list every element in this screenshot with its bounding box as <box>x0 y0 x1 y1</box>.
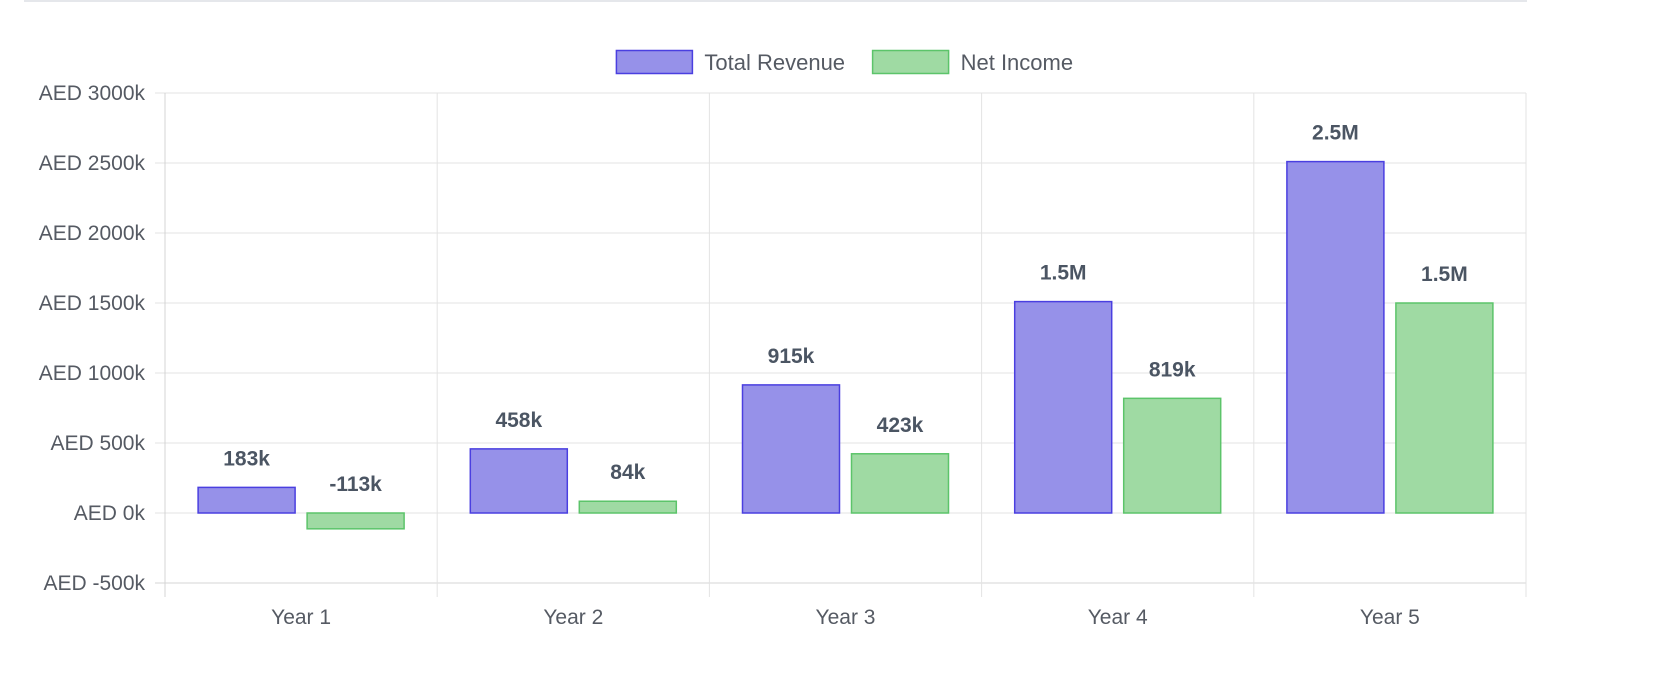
top-divider <box>24 0 1527 2</box>
bar <box>469 448 569 514</box>
bar <box>1286 160 1385 514</box>
data-label: 183k <box>223 447 270 470</box>
y-tick-label: AED 2000k <box>39 222 146 245</box>
legend-label: Total Revenue <box>704 50 845 75</box>
x-tick-label: Year 5 <box>1360 606 1420 629</box>
data-labels: 183k 458k 915k 1.5M 2.5M -113k 84k 423k 819k 1.5M <box>223 122 1468 496</box>
y-tick-label: AED 1000k <box>39 362 146 385</box>
bar <box>306 512 405 530</box>
bar <box>1122 397 1222 514</box>
y-tick-label: AED 1500k <box>39 292 146 315</box>
data-label: 915k <box>768 345 815 368</box>
data-label: 1.5M <box>1040 262 1087 285</box>
data-label: 458k <box>495 409 542 432</box>
y-tick-label: AED 0k <box>74 502 146 525</box>
legend-label: Net Income <box>961 50 1074 75</box>
x-tick-label: Year 2 <box>543 606 603 629</box>
data-label: 423k <box>877 414 924 437</box>
y-tick-label: AED -500k <box>43 572 145 595</box>
bar <box>578 500 678 514</box>
data-label: 819k <box>1149 358 1196 381</box>
bar <box>1013 300 1113 514</box>
x-tick-label: Year 4 <box>1088 606 1148 629</box>
bar <box>197 486 296 514</box>
x-tick-label: Year 3 <box>816 606 876 629</box>
legend-swatch <box>871 49 950 75</box>
data-label: 2.5M <box>1312 122 1359 145</box>
data-label: 84k <box>610 461 645 484</box>
y-tick-label: AED 2500k <box>39 152 146 175</box>
data-label: -113k <box>329 473 382 496</box>
bar <box>850 453 950 514</box>
x-tick-label: Year 1 <box>271 606 331 629</box>
x-axis-ticks: Year 1 Year 2 Year 3 Year 4 Year 5 <box>271 606 1420 629</box>
bar <box>1395 302 1494 514</box>
y-tick-label: AED 500k <box>50 432 145 455</box>
data-label: 1.5M <box>1421 263 1468 286</box>
y-axis-ticks: AED 3000k AED 2500k AED 2000k AED 1500k AED … <box>39 82 146 595</box>
bars <box>197 160 1494 530</box>
legend: Total Revenue Net Income <box>615 49 1074 75</box>
bar <box>741 384 841 514</box>
legend-swatch <box>615 49 694 75</box>
y-tick-label: AED 3000k <box>39 82 146 105</box>
